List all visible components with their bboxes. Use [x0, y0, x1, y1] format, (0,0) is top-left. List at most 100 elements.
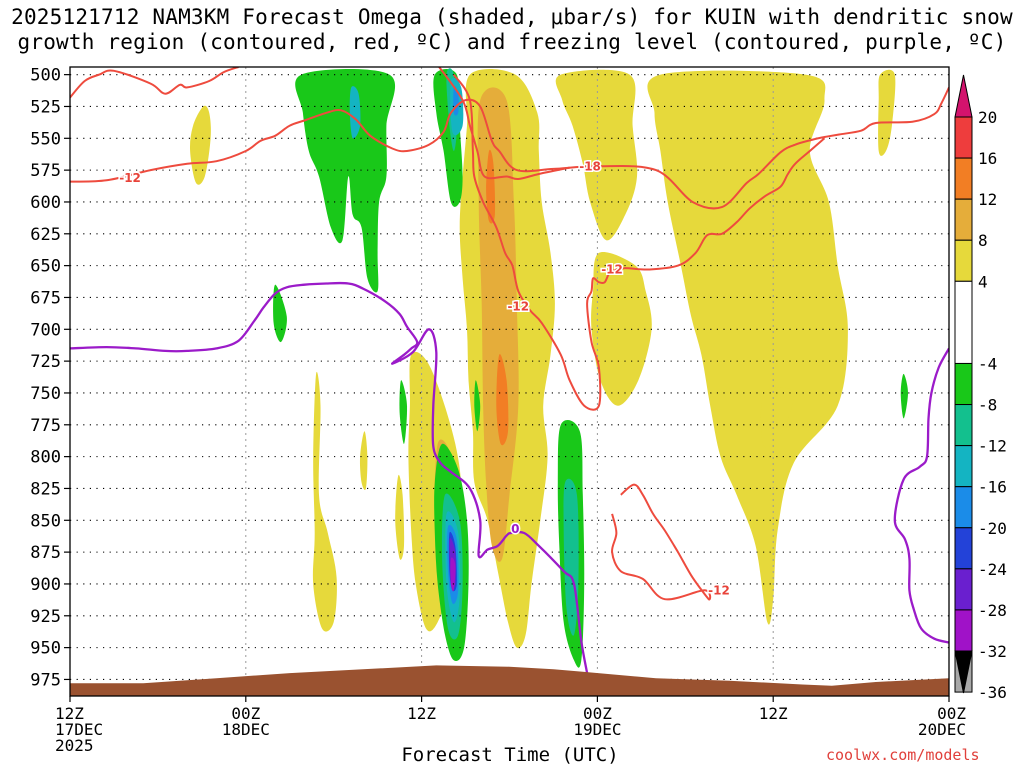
terrain	[70, 665, 949, 696]
chart-title: 2025121712 NAM3KM Forecast Omega (shaded…	[0, 5, 1024, 55]
y-tick-label: 700	[30, 320, 61, 340]
omega-region	[295, 69, 396, 293]
y-tick-label: 550	[30, 129, 61, 149]
title-line-2: growth region (contoured, red, ºC) and f…	[17, 30, 1007, 54]
contour-minus12	[70, 86, 949, 210]
contour-minus18	[438, 67, 570, 181]
y-tick-label: 800	[30, 448, 61, 468]
colorbar-tick-label: -4	[978, 354, 997, 373]
x-tick-label: 12Z	[407, 704, 436, 723]
y-tick-label: 775	[30, 416, 61, 436]
omega-region	[486, 149, 496, 224]
contour-label: -18	[579, 159, 601, 173]
omega-region	[359, 431, 368, 491]
x-tick-label: 00Z	[937, 704, 966, 723]
x-tick-label: 2025	[55, 736, 94, 755]
colorbar-bin	[954, 486, 973, 529]
dendritic-growth-contours	[70, 67, 949, 601]
colorbar: 20 16 12 8 4 -4 -8 -12 -16 -20 -24 -28 -32 -36	[954, 74, 1007, 702]
colorbar-tick-label: 20	[978, 108, 997, 127]
contour-label: -12	[601, 262, 623, 276]
omega-region	[591, 251, 652, 406]
omega-region	[399, 380, 408, 444]
omega-region	[900, 373, 908, 419]
colorbar-bin	[954, 198, 973, 241]
omega-region	[563, 478, 579, 636]
x-tick-label: 18DEC	[222, 720, 270, 739]
colorbar-tick-label: 16	[978, 149, 997, 168]
colorbar-bin	[954, 445, 973, 488]
title-line-1: 2025121712 NAM3KM Forecast Omega (shaded…	[11, 5, 1013, 29]
colorbar-cap-bottom	[954, 650, 973, 694]
y-tick-label: 500	[30, 66, 61, 86]
omega-region	[555, 69, 638, 241]
omega-region	[647, 70, 848, 625]
y-tick-label: 975	[30, 670, 61, 690]
colorbar-bin	[954, 157, 973, 200]
omega-region	[450, 557, 456, 592]
freezing-level-label: 0	[511, 522, 519, 536]
terrain-fill	[70, 665, 949, 696]
freezing-level-contours	[70, 281, 949, 674]
omega-region	[760, 386, 795, 448]
y-tick-label: 825	[30, 479, 61, 499]
colorbar-bin	[954, 116, 973, 159]
x-tick-label: 12Z	[55, 704, 84, 723]
freezing-level-line	[70, 281, 589, 674]
colorbar-tick-label: -12	[978, 437, 1007, 456]
colorbar-tick-label: 4	[978, 272, 988, 291]
y-tick-label: 875	[30, 543, 61, 563]
contour-minus12	[611, 483, 712, 601]
colorbar-tick-label: -24	[978, 560, 1007, 579]
colorbar-bin	[954, 280, 973, 364]
colorbar-bin	[954, 568, 973, 611]
omega-region	[349, 86, 361, 139]
contour-label: -12	[708, 583, 730, 597]
y-tick-label: 625	[30, 225, 61, 245]
x-tick-label: 00Z	[583, 704, 612, 723]
colorbar-tick-label: -28	[978, 601, 1007, 620]
y-tick-label: 900	[30, 575, 61, 595]
omega-region	[474, 380, 481, 432]
colorbar-tick-label: -36	[978, 683, 1007, 702]
contour-label: -12	[507, 299, 529, 313]
colorbar-tick-label: -32	[978, 642, 1007, 661]
x-tick-label: 00Z	[231, 704, 260, 723]
omega-region	[496, 354, 509, 446]
colorbar-bin	[954, 609, 973, 652]
y-tick-label: 750	[30, 384, 61, 404]
y-tick-label: 850	[30, 511, 61, 531]
omega-field	[189, 68, 908, 668]
y-tick-label: 575	[30, 161, 61, 181]
credit-text: coolwx.com/models	[826, 746, 980, 764]
omega-region	[312, 371, 337, 632]
colorbar-bin	[954, 239, 973, 282]
y-tick-label: 600	[30, 193, 61, 213]
contour-minus12	[70, 67, 239, 99]
y-tick-label: 725	[30, 352, 61, 372]
contour-labels: -12 -18 -12 -12 -12 0	[118, 158, 732, 599]
x-tick-label: 17DEC	[55, 720, 103, 739]
y-axis: 500 525 550 575 600 625 650 675 700 725 750 775 800 8…	[30, 66, 70, 690]
plot-frame	[69, 66, 950, 697]
x-axis-label: Forecast Time (UTC)	[401, 744, 619, 766]
omega-region	[189, 105, 211, 185]
y-tick-label: 675	[30, 288, 61, 308]
omega-region	[395, 474, 405, 560]
colorbar-bin	[954, 404, 973, 447]
colorbar-tick-label: -8	[978, 396, 997, 415]
colorbar-tick-label: 12	[978, 190, 997, 209]
colorbar-tick-label: 8	[978, 231, 988, 250]
colorbar-tick-label: -16	[978, 478, 1007, 497]
colorbar-tick-label: -20	[978, 519, 1007, 538]
y-tick-label: 525	[30, 97, 61, 117]
omega-region	[273, 284, 287, 343]
x-tick-label: 12Z	[759, 704, 788, 723]
x-tick-label: 19DEC	[573, 720, 621, 739]
y-tick-label: 925	[30, 607, 61, 627]
colorbar-bin	[954, 362, 973, 406]
y-tick-label: 950	[30, 639, 61, 659]
x-tick-label: 20DEC	[918, 720, 966, 739]
